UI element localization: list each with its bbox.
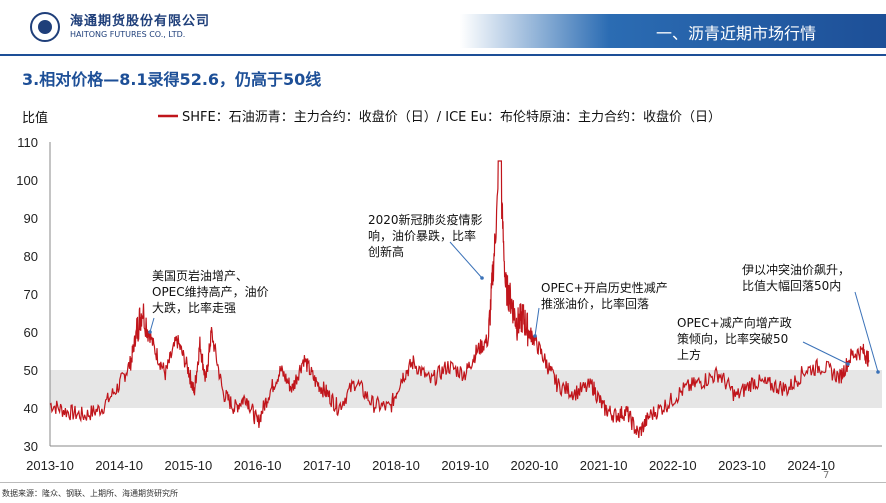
annotation-text: 比值大幅回落50内 bbox=[742, 278, 841, 293]
y-tick-label: 60 bbox=[24, 325, 38, 340]
annotation-arrow-head bbox=[148, 330, 152, 334]
y-tick-label: 100 bbox=[16, 173, 38, 188]
annotation-text: 美国页岩油增产、 bbox=[152, 268, 248, 283]
series-line bbox=[49, 160, 870, 438]
annotation-text: 响，油价暴跌，比率 bbox=[368, 228, 476, 243]
annotation-arrow-head bbox=[480, 276, 484, 280]
annotation-text: OPEC维持高产，油价 bbox=[152, 284, 269, 299]
page-title: 3.相对价格—8.1录得52.6，仍高于50线 bbox=[22, 70, 322, 89]
y-tick-label: 50 bbox=[24, 363, 38, 378]
annotation-arrow-head bbox=[846, 362, 850, 366]
annotation-arrow bbox=[449, 241, 483, 279]
x-tick-label: 2013-10 bbox=[26, 458, 74, 473]
annotation-text: OPEC+开启历史性减产 bbox=[541, 281, 668, 295]
page-number: 7 bbox=[823, 470, 830, 481]
x-tick-label: 2018-10 bbox=[372, 458, 420, 473]
x-tick-label: 2015-10 bbox=[165, 458, 213, 473]
annotation-text: 创新高 bbox=[368, 244, 404, 259]
y-tick-label: 40 bbox=[24, 401, 38, 416]
footer: 数据来源：隆众、钢联、上期所、海通期货研究所 bbox=[0, 482, 886, 503]
header-divider bbox=[0, 54, 886, 56]
annotation-arrow bbox=[149, 317, 155, 333]
logo-icon bbox=[30, 12, 60, 42]
company-logo: 海通期货股份有限公司 HAITONG FUTURES CO., LTD. bbox=[30, 10, 230, 46]
x-tick-label: 2023-10 bbox=[718, 458, 766, 473]
annotation-arrow bbox=[802, 341, 849, 365]
section-banner: 一、沥青近期市场行情 bbox=[460, 14, 886, 48]
annotation-arrow bbox=[534, 307, 540, 337]
y-tick-label: 80 bbox=[24, 249, 38, 264]
annotation-text: 策倾向，比率突破50 bbox=[677, 331, 788, 346]
x-tick-label: 2014-10 bbox=[95, 458, 143, 473]
y-tick-label: 30 bbox=[24, 439, 38, 454]
annotation-text: 伊以冲突油价飙升， bbox=[742, 262, 850, 277]
x-tick-label: 2016-10 bbox=[234, 458, 282, 473]
x-tick-label: 2022-10 bbox=[649, 458, 697, 473]
data-source: 数据来源：隆众、钢联、上期所、海通期货研究所 bbox=[2, 489, 178, 498]
footer-divider bbox=[0, 482, 886, 483]
y-tick-label: 90 bbox=[24, 211, 38, 226]
annotation-text: 推涨油价，比率回落 bbox=[541, 296, 649, 311]
y-axis-label: 比值 bbox=[22, 110, 48, 126]
x-tick-label: 2019-10 bbox=[441, 458, 489, 473]
section-title: 一、沥青近期市场行情 bbox=[655, 24, 816, 43]
annotation-text: OPEC+减产向增产政 bbox=[677, 315, 792, 330]
annotation-arrow-head bbox=[533, 334, 537, 338]
company-name-en: HAITONG FUTURES CO., LTD. bbox=[70, 30, 186, 39]
annotation-arrow-head bbox=[876, 370, 880, 374]
x-tick-label: 2024-10 bbox=[787, 458, 835, 473]
x-tick-label: 2021-10 bbox=[580, 458, 628, 473]
x-tick-label: 2017-10 bbox=[303, 458, 351, 473]
annotation-arrow bbox=[854, 291, 879, 373]
company-name-cn: 海通期货股份有限公司 bbox=[70, 14, 211, 29]
header: 海通期货股份有限公司 HAITONG FUTURES CO., LTD. 一、沥… bbox=[0, 0, 886, 54]
legend-label: SHFE：石油沥青：主力合约：收盘价（日）/ ICE Eu：布伦特原油：主力合约… bbox=[182, 109, 721, 125]
annotation-text: 2020新冠肺炎疫情影 bbox=[368, 212, 483, 227]
annotation-text: 上方 bbox=[677, 347, 701, 362]
y-tick-label: 110 bbox=[17, 135, 38, 150]
y-tick-label: 70 bbox=[24, 287, 38, 302]
x-tick-label: 2020-10 bbox=[511, 458, 559, 473]
annotation-text: 大跌，比率走强 bbox=[152, 300, 236, 315]
